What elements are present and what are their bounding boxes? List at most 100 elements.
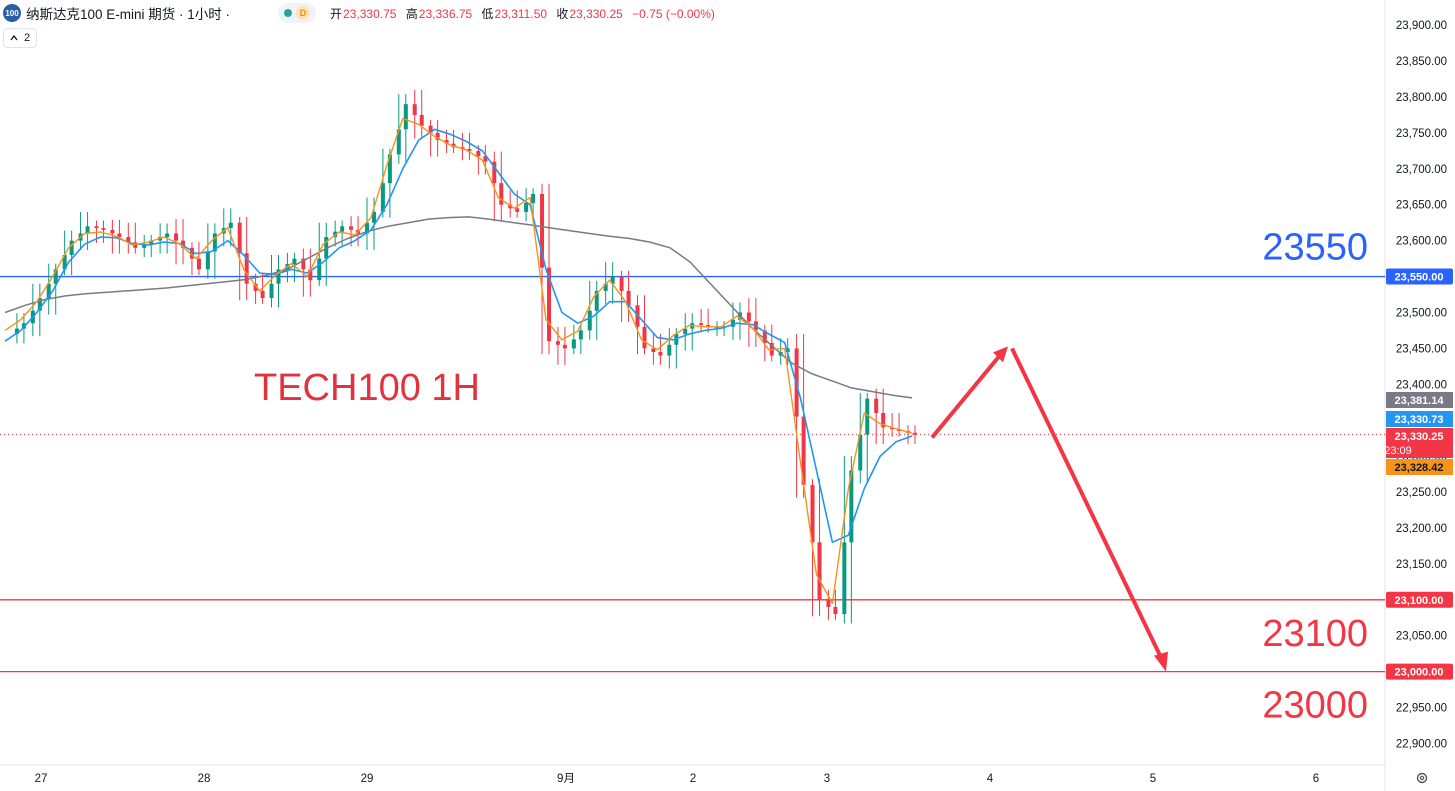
level-tag-bg [1386, 663, 1453, 680]
candle-body [683, 328, 688, 335]
change-value: −0.75 (−0.00%) [632, 6, 715, 21]
candle-body [46, 283, 51, 299]
price-tag-last: 23,330.25 [1395, 431, 1444, 443]
candle-body [101, 228, 106, 230]
x-tick-label: 4 [987, 773, 994, 785]
level-tag-bg [1386, 591, 1453, 608]
candle-body [547, 267, 552, 342]
candle-body [228, 222, 233, 229]
candle-body [785, 348, 790, 352]
candle-body [531, 193, 536, 203]
candle-body [37, 298, 42, 311]
candle-body [571, 339, 576, 349]
candle-body [658, 351, 663, 356]
candle-body [364, 222, 369, 234]
price-tag-bg [1386, 392, 1453, 408]
candle-body [133, 242, 138, 248]
candle-body [881, 413, 886, 428]
low-value: 23,311.50 [494, 6, 548, 21]
x-tick-label: 9月 [557, 773, 575, 785]
candle-body [308, 269, 313, 281]
ohlc-values: 开23,330.75 高23,336.75 低23,311.50 收23,330… [330, 5, 721, 22]
candle-body [126, 237, 131, 243]
chart-annotation-title: TECH100 1H [254, 367, 480, 409]
candle-body [62, 255, 67, 270]
candle-body [196, 258, 201, 270]
candle-body [842, 542, 847, 615]
price-tag-ma-fast: 23,328.42 [1395, 462, 1444, 474]
y-tick-label: 23,800.00 [1396, 92, 1447, 104]
high-value: 23,336.75 [418, 6, 473, 21]
candle-body [212, 233, 217, 252]
ma-mid-line [4, 128, 913, 544]
candle-body [244, 253, 249, 284]
candle-body [476, 150, 481, 157]
candle-body [610, 276, 615, 284]
level-label-23000: 23000 [1262, 685, 1368, 727]
candle-body [444, 140, 449, 144]
candle-body [380, 183, 385, 212]
candle-body [540, 193, 545, 268]
indicators-toggle-button[interactable]: 2 [3, 28, 38, 48]
candle-body [85, 226, 90, 234]
price-tag-ma-slow: 23,381.14 [1395, 395, 1445, 407]
candle-body [253, 283, 258, 291]
candle-body [349, 226, 354, 230]
candle-body [467, 149, 472, 151]
candle-body [746, 312, 751, 322]
y-tick-label: 23,400.00 [1396, 379, 1447, 391]
y-tick-label: 23,750.00 [1396, 128, 1447, 140]
candle-body [419, 114, 424, 126]
ma-slow-line [4, 216, 913, 399]
price-tag-bg [1386, 459, 1453, 475]
open-value: 23,330.75 [343, 6, 397, 21]
candle-body [269, 283, 274, 299]
candle-body [492, 161, 497, 184]
y-tick-label: 23,250.00 [1396, 487, 1447, 499]
y-tick-label: 23,900.00 [1396, 20, 1447, 32]
candle-body [276, 269, 281, 284]
candle-body [699, 323, 704, 326]
candle-body [292, 258, 297, 264]
candle-body [396, 129, 401, 155]
symbol-logo[interactable]: 100 [3, 4, 21, 22]
projection-up-arrowhead [993, 346, 1008, 363]
market-status[interactable]: D [278, 3, 317, 23]
price-tag-bg [1386, 411, 1453, 427]
candle-body [237, 222, 242, 254]
level-tag-bg [1386, 268, 1453, 285]
candle-body [578, 330, 583, 340]
candle-body [730, 319, 735, 327]
candle-body [762, 330, 767, 343]
candle-body [149, 240, 154, 245]
candle-body [594, 290, 599, 311]
candle-body [403, 104, 408, 130]
level-tag-23100: 23,100.00 [1395, 595, 1444, 607]
symbol-title[interactable]: 纳斯达克100 E-mini 期货 · 1小时 · [26, 7, 231, 22]
candle-body [110, 229, 115, 234]
x-tick-label: 6 [1313, 773, 1319, 785]
candle-body [715, 326, 720, 329]
candle-body [603, 283, 608, 291]
candle-body [435, 132, 440, 141]
candle-body [142, 244, 147, 248]
candle-body [555, 341, 560, 345]
level-tag-23550: 23,550.00 [1395, 272, 1444, 284]
y-tick-label: 22,950.00 [1396, 703, 1447, 715]
candle-body [260, 290, 265, 299]
candle-body [117, 233, 122, 238]
candle-body [515, 208, 520, 212]
candle-body [667, 344, 672, 356]
x-tick-label: 27 [35, 773, 48, 785]
candle-body [428, 125, 433, 133]
candle-body [874, 398, 879, 414]
settings-gear-icon[interactable] [1413, 769, 1431, 787]
y-tick-label: 23,700.00 [1396, 164, 1447, 176]
candles [14, 89, 917, 624]
low-label: 低 [481, 6, 494, 21]
projection-down-arrow [1010, 347, 1164, 661]
x-tick-label: 29 [361, 773, 374, 785]
candle-body [706, 325, 711, 327]
candle-body [69, 240, 74, 255]
